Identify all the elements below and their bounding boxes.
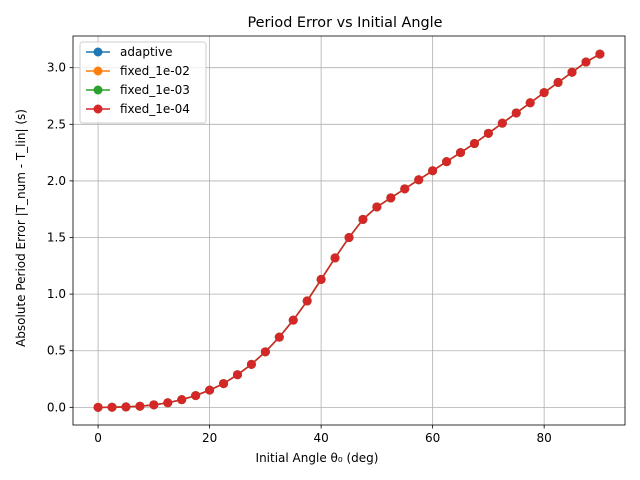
data-point: [93, 402, 103, 412]
data-point: [288, 315, 298, 325]
plot-frame: [72, 35, 626, 426]
data-point: [358, 214, 368, 224]
y-tick-label: 2.0: [47, 174, 66, 188]
data-point: [219, 379, 229, 389]
legend-label: fixed_1e-02: [120, 64, 190, 78]
data-point: [483, 128, 493, 138]
data-point: [414, 175, 424, 185]
data-point: [372, 202, 382, 212]
data-point: [539, 88, 549, 98]
grid: [73, 36, 625, 425]
data-point: [121, 402, 131, 412]
legend-entry: adaptive: [86, 45, 172, 59]
data-point: [191, 391, 201, 401]
x-tick-label: 40: [313, 431, 328, 445]
data-point: [135, 401, 145, 411]
legend-marker: [93, 47, 103, 57]
y-axis-label: Absolute Period Error |T_num - T_lin| (s…: [14, 109, 28, 347]
x-axis-label: Initial Angle θ₀ (deg): [256, 451, 379, 465]
data-point: [581, 57, 591, 67]
legend-label: fixed_1e-03: [120, 83, 190, 97]
data-point: [386, 193, 396, 203]
y-tick-label: 2.5: [47, 117, 66, 131]
data-point: [163, 398, 173, 408]
legend: adaptive fixed_1e-02 fixed_1e-03 fixed_1e-0…: [79, 41, 207, 124]
legend-marker: [93, 85, 103, 95]
series-group: [93, 49, 605, 412]
legend-entry: fixed_1e-04: [86, 102, 190, 116]
data-point: [595, 49, 605, 59]
x-tick-label: 20: [202, 431, 217, 445]
y-tick-label: 3.0: [47, 61, 66, 75]
x-tick-label: 80: [537, 431, 552, 445]
data-point: [246, 359, 256, 369]
legend-marker: [93, 66, 103, 76]
data-point: [511, 108, 521, 118]
legend-entry: fixed_1e-02: [86, 64, 190, 78]
data-point: [316, 274, 326, 284]
legend-box: [79, 41, 207, 124]
axis-ticks: 0 20 40 60 80 0.0 0.5 1.0 1.5 2.0 2.5 3.0: [47, 61, 552, 445]
data-point: [344, 233, 354, 243]
data-point: [149, 400, 159, 410]
data-point: [525, 98, 535, 108]
y-tick-label: 1.5: [47, 231, 66, 245]
data-point: [232, 370, 242, 380]
legend-label: fixed_1e-04: [120, 102, 190, 116]
data-point: [497, 118, 507, 128]
legend-label: adaptive: [120, 45, 172, 59]
data-point: [260, 347, 270, 357]
legend-entry: fixed_1e-03: [86, 83, 190, 97]
y-tick-label: 0.5: [47, 344, 66, 358]
data-point: [177, 395, 187, 405]
x-tick-label: 60: [425, 431, 440, 445]
data-point: [302, 296, 312, 306]
data-point: [330, 253, 340, 263]
data-point: [553, 77, 563, 87]
chart-title: Period Error vs Initial Angle: [247, 15, 442, 31]
data-point: [469, 139, 479, 149]
y-tick-label: 0.0: [47, 400, 66, 414]
data-point: [567, 67, 577, 77]
data-point: [400, 184, 410, 194]
data-point: [456, 148, 466, 158]
legend-marker: [93, 104, 103, 114]
data-point: [107, 402, 117, 412]
data-point: [274, 332, 284, 342]
y-tick-label: 1.0: [47, 287, 66, 301]
x-tick-label: 0: [94, 431, 102, 445]
data-point: [442, 157, 452, 167]
data-point: [428, 166, 438, 176]
series-fixed_1e-04: [93, 49, 605, 412]
data-point: [205, 385, 215, 395]
